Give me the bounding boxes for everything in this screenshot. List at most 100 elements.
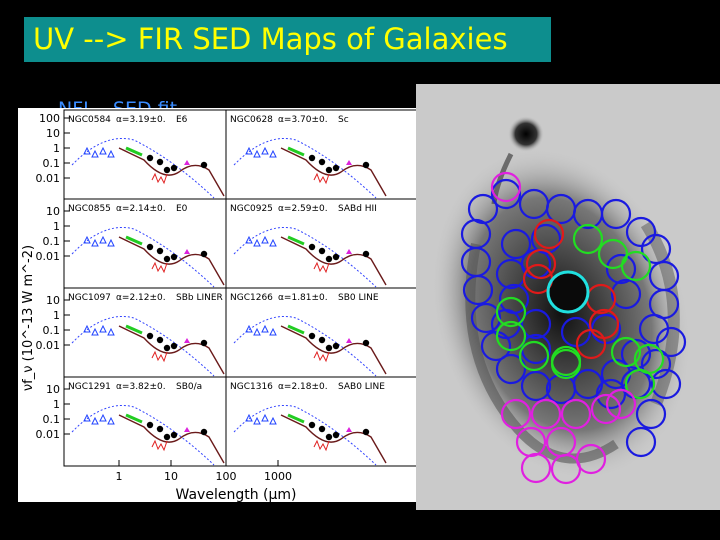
y-tick-label: 0.1 <box>43 324 61 337</box>
panel-ir-point <box>318 336 326 344</box>
panel-uv-point <box>107 238 115 247</box>
panel-alpha: α=1.81±0. <box>278 293 328 303</box>
aperture-circle <box>575 328 607 360</box>
panel-uv-point <box>269 238 277 247</box>
panel-irs-spectrum <box>313 172 330 185</box>
panel-stellar-model <box>233 404 377 466</box>
panel-ir-point <box>318 247 326 255</box>
panel-irs-spectrum <box>151 350 168 363</box>
sed-figure: 100 10 1 0.1 0.01 10 1 0.1 0.01 10 1 0.1 0.01 10 1 0.1 0… <box>18 108 429 503</box>
panel-ir-point <box>308 243 316 251</box>
panel-uv-point <box>99 235 107 244</box>
aperture-circle <box>490 171 522 203</box>
aperture-circle <box>495 320 527 352</box>
panel-ir-point <box>332 253 340 261</box>
aperture-circle <box>620 250 652 282</box>
aperture-circle <box>518 340 550 372</box>
panel-submm-point <box>184 338 190 343</box>
aperture-circle <box>533 218 565 250</box>
aperture-circle <box>560 398 592 430</box>
aperture-circle <box>520 308 552 340</box>
panel-nir-points <box>125 146 143 157</box>
panel-uv-point <box>107 149 115 158</box>
aperture-circle <box>650 368 682 400</box>
panel-stellar-model <box>71 315 215 377</box>
panel-ir-point <box>200 428 208 436</box>
panel-ir-point <box>170 164 178 172</box>
panel-irs-spectrum <box>313 261 330 274</box>
panel-irs-spectrum <box>151 439 168 452</box>
panel-ir-point <box>200 250 208 258</box>
aperture-circle <box>480 330 512 362</box>
aperture-circle <box>495 353 527 385</box>
x-tick-label: 1000 <box>264 470 292 483</box>
panel-nir-points <box>287 324 305 335</box>
panel-ir-point <box>332 431 340 439</box>
aperture-circle <box>500 398 532 430</box>
panel-stellar-model <box>71 404 215 466</box>
panel-nir-points <box>125 235 143 246</box>
aperture-circle <box>470 302 502 334</box>
panel-ir-point <box>163 166 171 174</box>
panel-uv-point <box>99 324 107 333</box>
panel-uv-point <box>99 413 107 422</box>
y-tick-label: 10 <box>46 294 60 307</box>
x-tick-label: 100 <box>216 470 237 483</box>
panel-ir-point <box>308 332 316 340</box>
panel-ir-point <box>362 250 370 258</box>
aperture-circle <box>462 274 494 306</box>
panel-galaxy-name: NGC1266 <box>230 293 273 303</box>
panel-type: SB0 LINE <box>338 293 379 303</box>
panel-stellar-model <box>233 315 377 377</box>
panel-ir-point <box>156 336 164 344</box>
aperture-circle <box>550 453 582 485</box>
panel-uv-point <box>253 149 261 158</box>
aperture-circle <box>655 326 687 358</box>
panel-stellar-model <box>233 226 377 288</box>
panel-stellar-model <box>71 226 215 288</box>
panel-uv-point <box>269 416 277 425</box>
panel-ir-point <box>146 243 154 251</box>
panel-total-model <box>118 414 225 464</box>
panel-uv-point <box>91 327 99 336</box>
panel-galaxy-name: NGC0584 <box>68 115 111 125</box>
panel-uv-point <box>269 149 277 158</box>
panel-irs-spectrum <box>151 261 168 274</box>
panel-uv-point <box>253 416 261 425</box>
panel-nir-points <box>125 413 143 424</box>
aperture-circle <box>605 388 637 420</box>
panel-uv-point <box>253 327 261 336</box>
panel-alpha: α=2.14±0. <box>116 204 166 214</box>
panel-uv-point <box>83 324 91 333</box>
panel-uv-point <box>107 327 115 336</box>
aperture-circle <box>530 398 562 430</box>
panel-ir-point <box>318 158 326 166</box>
panel-type: SABd HII <box>338 204 377 214</box>
panel-submm-point <box>346 160 352 165</box>
panel-galaxy-name: NGC1316 <box>230 382 273 392</box>
aperture-circle <box>590 393 622 425</box>
panel-uv-point <box>269 327 277 336</box>
aperture-circle <box>572 223 604 255</box>
panel-total-model <box>280 325 387 375</box>
panel-galaxy-name: NGC0855 <box>68 204 111 214</box>
panel-submm-point <box>346 249 352 254</box>
panel-type: E6 <box>176 115 188 125</box>
panel-uv-point <box>91 149 99 158</box>
y-tick-label: 0.01 <box>36 172 61 185</box>
y-tick-label: 0.01 <box>36 250 61 263</box>
aperture-circle <box>520 370 552 402</box>
panel-ir-point <box>170 253 178 261</box>
aperture-circle <box>525 248 557 280</box>
panel-total-model <box>280 147 387 197</box>
y-tick-label: 1 <box>53 398 60 411</box>
sed-grid-plot: 100 10 1 0.1 0.01 10 1 0.1 0.01 10 1 0.1 0.01 10 1 0.1 0… <box>21 109 429 503</box>
panel-nir-points <box>125 324 143 335</box>
y-tick-label: 100 <box>39 112 60 125</box>
panel-total-model <box>118 325 225 375</box>
y-tick-label: 1 <box>53 142 60 155</box>
panel-uv-point <box>261 146 269 155</box>
panel-alpha: α=3.19±0. <box>116 115 166 125</box>
panel-ir-point <box>362 339 370 347</box>
y-tick-label: 0.01 <box>36 339 61 352</box>
